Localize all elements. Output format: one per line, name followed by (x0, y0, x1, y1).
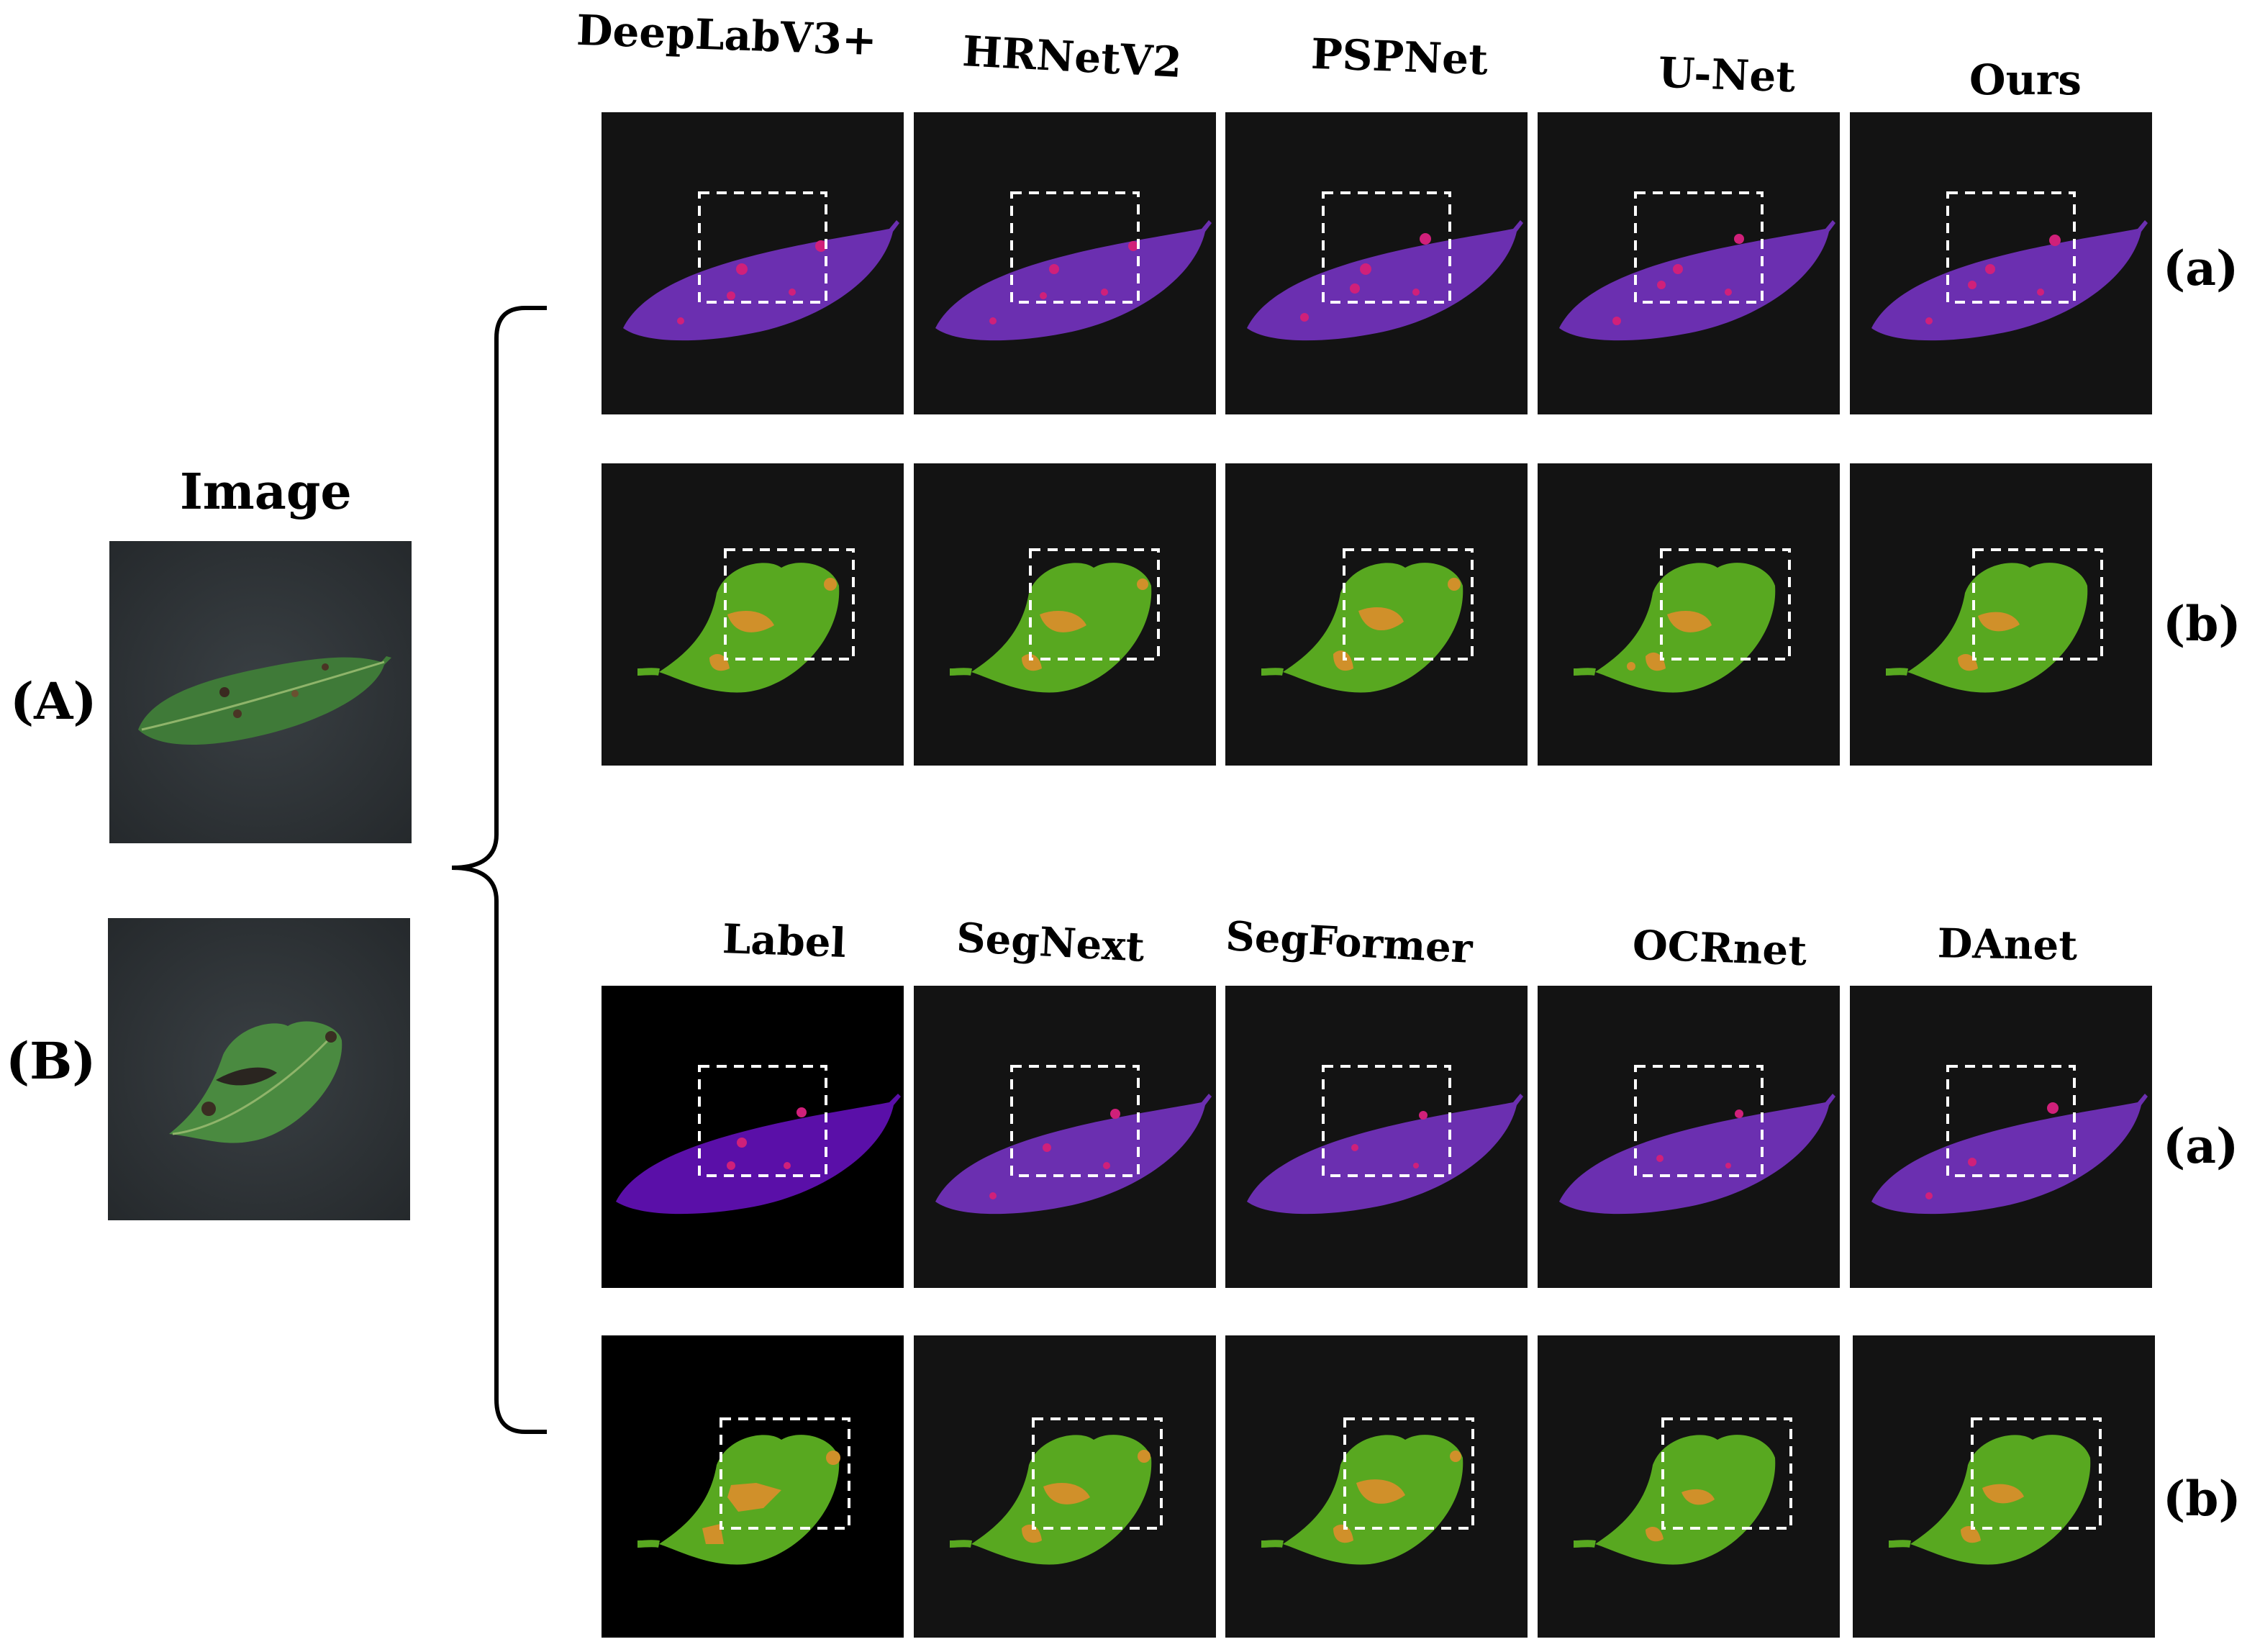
seg-mask-b (1573, 548, 1791, 693)
seg-mask-a (1247, 1065, 1523, 1215)
top-hrnetv2-b (914, 463, 1216, 766)
header-danet: DAnet (1937, 920, 2078, 970)
seg-mask-b (1888, 1417, 2102, 1565)
sample-b-tag: (B) (6, 1031, 96, 1091)
top-unet-b (1538, 463, 1840, 766)
bottom-row-tag-b: (b) (2163, 1471, 2241, 1527)
seg-mask-a (623, 191, 899, 341)
seg-mask-b (949, 548, 1160, 693)
sample-b-photo (108, 918, 410, 1220)
top-ours-a (1850, 112, 2152, 414)
seg-mask-a (935, 1065, 1212, 1215)
bottom-segnext-b (914, 1335, 1216, 1638)
top-deeplabv3plus-b (602, 463, 904, 766)
header-ours: Ours (1969, 55, 2082, 104)
top-row-tag-a: (a) (2163, 240, 2239, 296)
image-column-title: Image (180, 463, 352, 521)
bottom-danet-a (1850, 986, 2152, 1288)
seg-mask-a (616, 1065, 901, 1215)
seg-mask-b (1261, 548, 1474, 693)
seg-mask-b (637, 548, 855, 693)
bottom-segformer-a (1225, 986, 1528, 1288)
seg-mask-b (1573, 1417, 1792, 1565)
seg-mask-b (1885, 548, 2103, 693)
bottom-danet-b (1853, 1335, 2155, 1638)
header-deeplabv3plus: DeepLabV3+ (576, 5, 878, 65)
top-hrnetv2-a (914, 112, 1216, 414)
bottom-segnext-a (914, 986, 1216, 1288)
seg-mask-a (1871, 191, 2148, 341)
bottom-segformer-b (1225, 1335, 1528, 1638)
top-pspnet-a (1225, 112, 1528, 414)
top-deeplabv3plus-a (602, 112, 904, 414)
sample-a-photo (109, 541, 412, 843)
top-row-tag-b: (b) (2163, 596, 2241, 652)
bottom-ocrnet-b (1538, 1335, 1840, 1638)
sample-a-tag: (A) (10, 671, 97, 731)
top-unet-a (1538, 112, 1840, 414)
seg-mask-b (1261, 1417, 1474, 1565)
seg-mask-a (1247, 191, 1523, 341)
seg-mask-a (935, 191, 1212, 341)
seg-mask-a (1871, 1065, 2148, 1215)
bottom-row-tag-a: (a) (2163, 1118, 2239, 1174)
seg-mask-a (1559, 191, 1835, 341)
bottom-ocrnet-a (1538, 986, 1840, 1288)
seg-mask-a (1559, 1065, 1835, 1215)
seg-mask-b (637, 1417, 850, 1565)
seg-mask-b (949, 1417, 1163, 1565)
bottom-label-a (602, 986, 904, 1288)
top-ours-b (1850, 463, 2152, 766)
top-pspnet-b (1225, 463, 1528, 766)
bottom-label-b (602, 1335, 904, 1638)
